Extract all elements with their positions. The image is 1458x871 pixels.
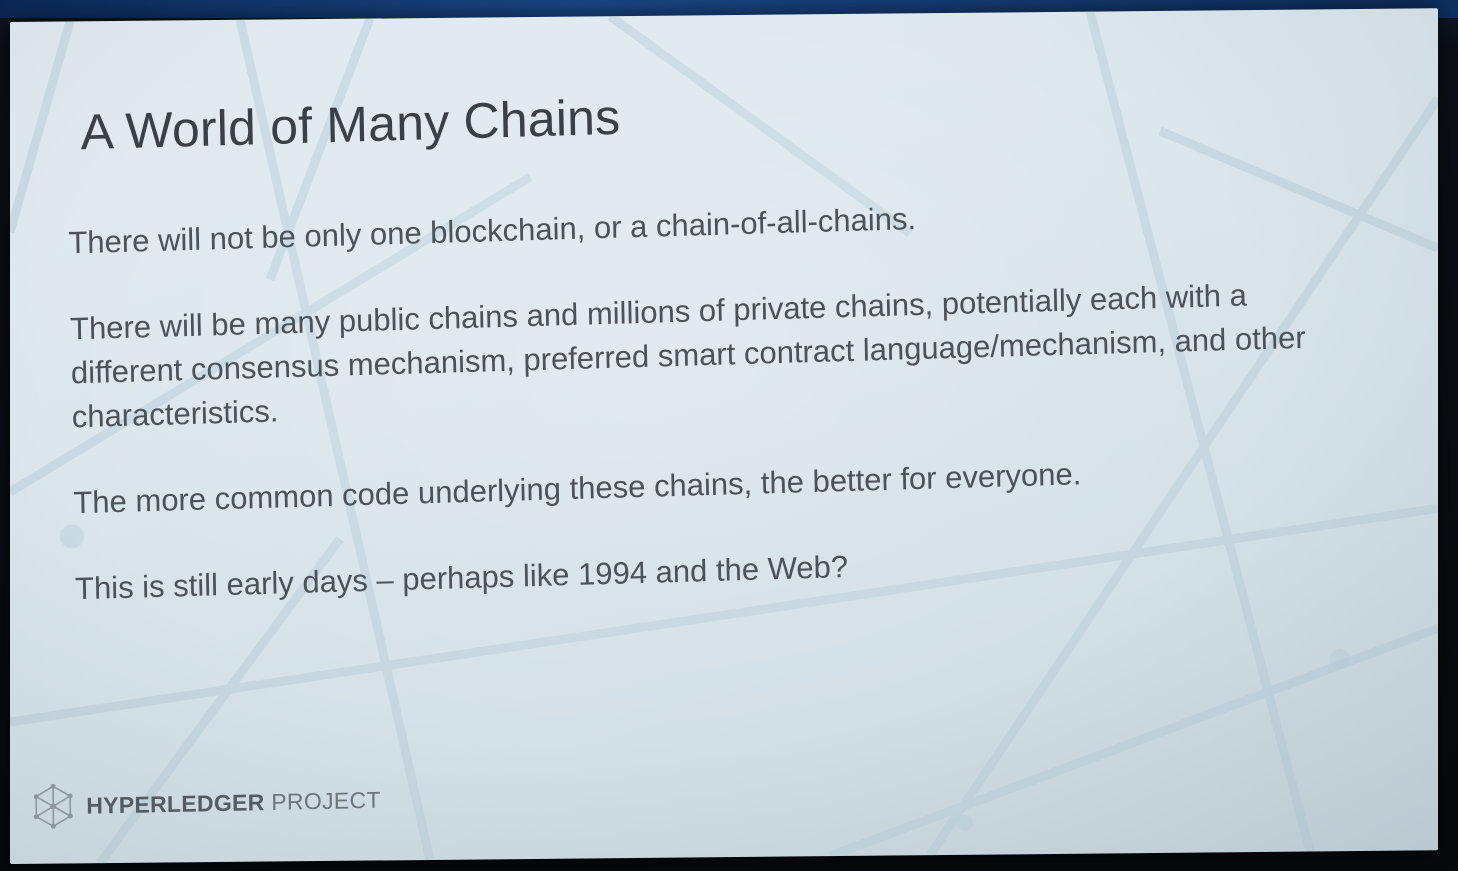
hyperledger-logo-icon [33, 783, 73, 829]
slide-point-4: This is still early days – perhaps like … [74, 549, 849, 607]
hyperledger-logo: HYPERLEDGER PROJECT [30, 777, 381, 830]
network-background-pattern [10, 10, 1438, 865]
logo-wordmark: HYPERLEDGER PROJECT [86, 786, 381, 819]
slide-point-3: The more common code underlying these ch… [73, 456, 1082, 521]
slide-point-2: There will be many public chains and mil… [69, 277, 1306, 435]
logo-wordmark-light: PROJECT [264, 786, 381, 815]
projection-screen: A World of Many Chains There will not be… [10, 8, 1438, 865]
logo-wordmark-strong: HYPERLEDGER [86, 788, 265, 819]
slide-body: There will not be only one blockchain, o… [68, 184, 1376, 653]
